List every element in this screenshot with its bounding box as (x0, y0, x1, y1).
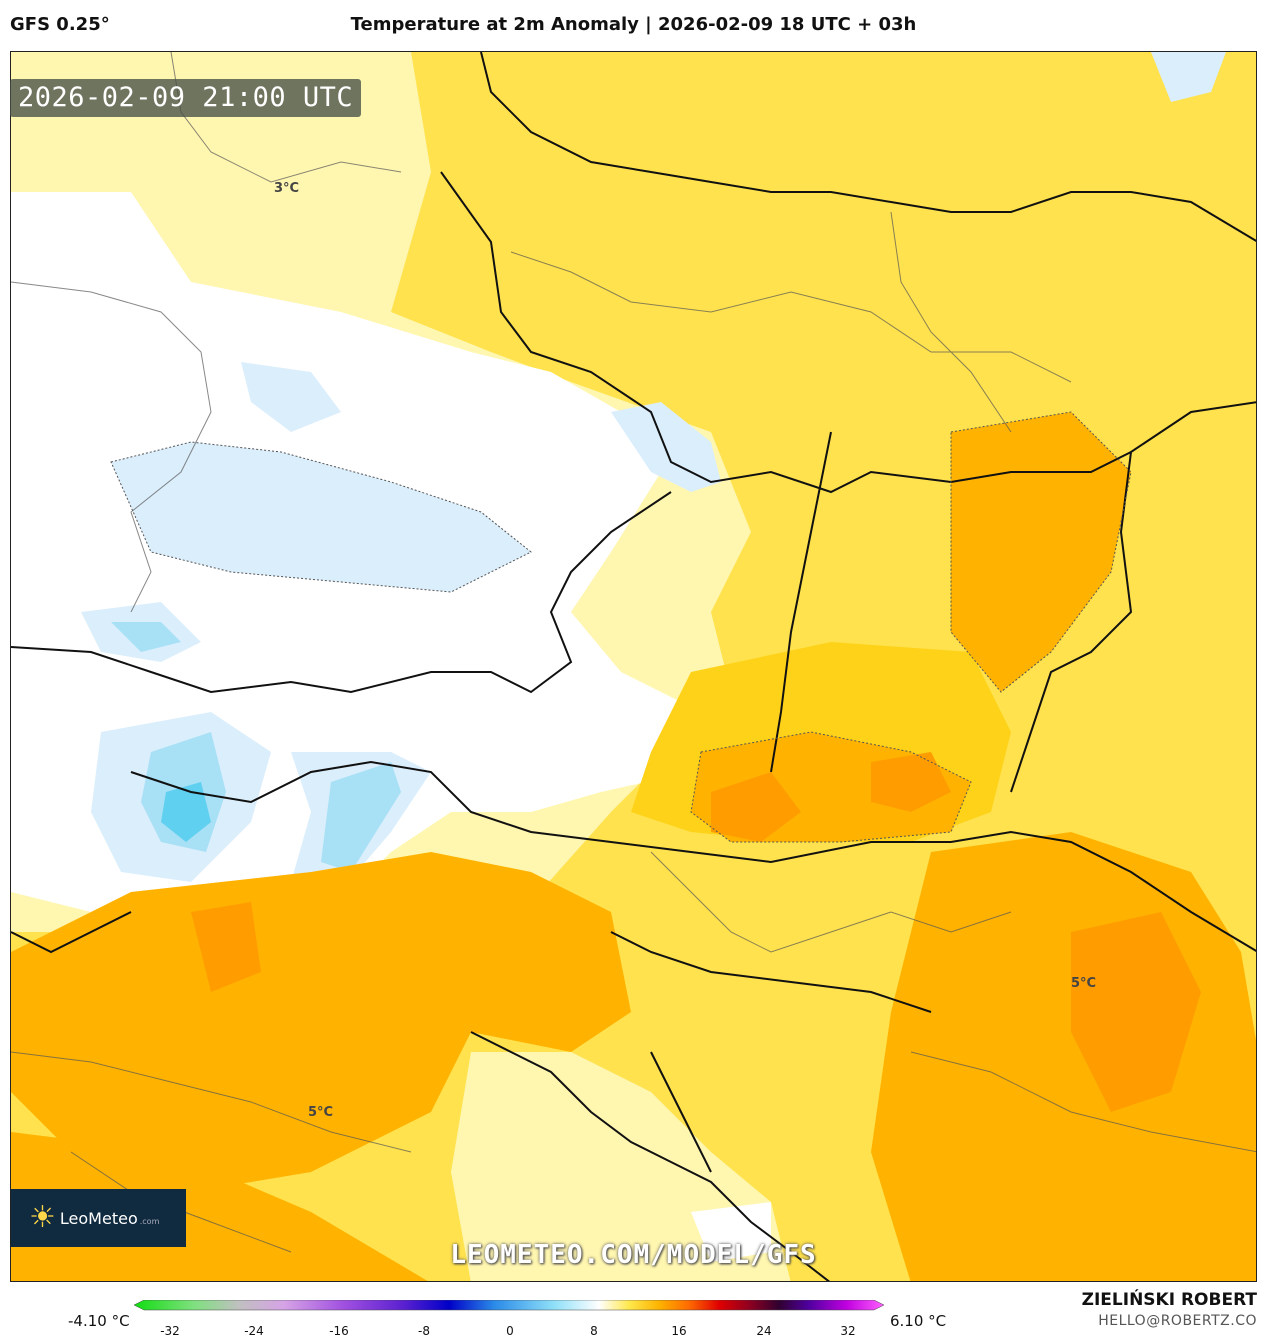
colorbar-tick: -24 (244, 1324, 264, 1338)
warm-zone-east (951, 412, 1131, 692)
isolines (110, 411, 1132, 843)
logo-brand: LeoMeteo (59, 1208, 138, 1228)
cold-patch-north (241, 362, 341, 432)
colorbar-tick: 8 (590, 1324, 598, 1338)
adriatic-neutral-patch (691, 1202, 771, 1262)
cold-patch-center (111, 442, 531, 592)
cold-patch-ne (1151, 52, 1226, 102)
warm-zone-italy-north (11, 852, 631, 1192)
colorbar-tick: 0 (506, 1324, 514, 1338)
map-canvas: 3°C 5°C 5°C (11, 52, 1256, 1281)
colorbar-tick: 16 (671, 1324, 687, 1338)
model-name: GFS 0.25° (10, 14, 110, 35)
country-borders (11, 52, 1256, 1281)
warm-core-4 (191, 902, 261, 992)
colorbar-tick: 32 (840, 1324, 856, 1338)
contour-label-1: 3°C (274, 181, 299, 196)
anomaly-map: 3°C 5°C 5°C (10, 51, 1257, 1282)
warm-zone-balkans (871, 832, 1256, 1281)
colorbar-tick: -32 (160, 1324, 180, 1338)
contour-label-3: 5°C (308, 1105, 333, 1120)
warm-core-1 (711, 772, 801, 842)
contour-label-2: 5°C (1071, 976, 1096, 991)
author-email[interactable]: HELLO@ROBERTZ.CO (1098, 1313, 1257, 1329)
colorbar-gradient (134, 1300, 884, 1311)
cold-mid-patch-3 (111, 622, 181, 652)
watermark-url: LEOMETEO.COM/MODEL/GFS (450, 1240, 817, 1270)
colorbar (134, 1300, 884, 1311)
sun-icon: ☀ (29, 1200, 56, 1235)
colorbar-min-label: -4.10 °C (68, 1312, 130, 1330)
warm-core-2 (871, 752, 951, 812)
logo-suffix: .com (139, 1216, 160, 1226)
valid-time-stamp: 2026-02-09 21:00 UTC (10, 79, 362, 117)
colorbar-tick: -8 (418, 1324, 430, 1338)
map-title: Temperature at 2m Anomaly | 2026-02-09 1… (350, 14, 917, 35)
colorbar-tick: -16 (329, 1324, 349, 1338)
author-name: ZIELIŃSKI ROBERT (1081, 1290, 1257, 1310)
colorbar-max-label: 6.10 °C (890, 1312, 947, 1330)
leometeo-logo[interactable]: ☀ LeoMeteo .com (11, 1189, 186, 1247)
warm-core-3 (1071, 912, 1201, 1112)
cold-mid-patch-2 (321, 762, 401, 872)
cold-strong-patch (161, 782, 211, 842)
colorbar-tick: 24 (756, 1324, 772, 1338)
